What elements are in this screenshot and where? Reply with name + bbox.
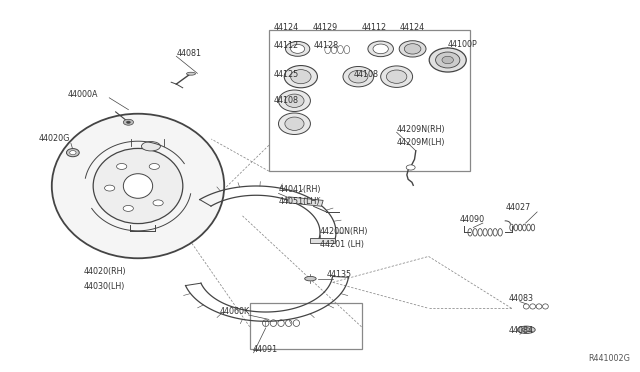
Text: 44112: 44112 [362,23,387,32]
Text: 44000A: 44000A [68,90,99,99]
Ellipse shape [368,41,394,57]
Text: 44030(LH): 44030(LH) [84,282,125,291]
Ellipse shape [93,148,183,224]
Text: 44060K: 44060K [220,307,250,316]
Ellipse shape [278,113,310,135]
Text: 44051(LH): 44051(LH) [278,198,320,206]
Bar [310,238,335,243]
Text: 44081: 44081 [176,49,202,58]
Bar [287,197,323,206]
Ellipse shape [522,328,531,332]
Text: 44091: 44091 [253,344,278,353]
Text: 44090: 44090 [460,215,484,224]
Text: 44100P: 44100P [448,40,477,49]
Circle shape [116,164,127,169]
Circle shape [406,165,415,170]
Circle shape [149,164,159,169]
Bar [250,303,362,349]
Ellipse shape [291,44,305,53]
Ellipse shape [517,326,535,334]
Text: 44084: 44084 [508,326,533,335]
Ellipse shape [387,70,407,83]
Ellipse shape [285,41,310,56]
Text: 44108: 44108 [354,70,379,78]
Ellipse shape [399,41,426,57]
Circle shape [104,185,115,191]
Text: 44124: 44124 [274,23,299,32]
Text: 44083: 44083 [508,294,533,303]
Text: 44135: 44135 [326,270,351,279]
Ellipse shape [285,117,304,131]
Ellipse shape [436,52,460,68]
Text: 44108: 44108 [274,96,299,105]
Bar [269,31,470,171]
Circle shape [123,205,133,211]
Text: 44209M(LH): 44209M(LH) [397,138,445,147]
Text: 44041(RH): 44041(RH) [278,185,321,194]
Text: 44128: 44128 [314,41,339,49]
Text: 44027: 44027 [505,203,531,212]
Ellipse shape [186,72,195,75]
Ellipse shape [373,44,388,54]
Ellipse shape [285,94,304,108]
Ellipse shape [404,44,421,54]
Ellipse shape [52,114,224,258]
Text: 44201 (LH): 44201 (LH) [320,240,364,249]
Circle shape [153,200,163,206]
Ellipse shape [305,276,316,281]
Text: 44020(RH): 44020(RH) [84,267,126,276]
Ellipse shape [429,48,467,72]
Ellipse shape [124,174,153,198]
Text: 44209N(RH): 44209N(RH) [397,125,445,134]
Ellipse shape [67,148,79,157]
Ellipse shape [141,142,161,151]
Text: 44112: 44112 [274,41,299,49]
Ellipse shape [349,70,368,83]
Ellipse shape [70,151,76,155]
Ellipse shape [381,66,413,87]
Ellipse shape [284,65,317,88]
Text: 44125: 44125 [274,70,300,78]
Ellipse shape [291,70,311,84]
Text: R441002G: R441002G [588,354,630,363]
Text: 44200N(RH): 44200N(RH) [320,227,369,236]
Circle shape [127,121,131,124]
Ellipse shape [278,90,310,112]
Text: 44020G: 44020G [39,134,70,143]
Ellipse shape [442,56,454,64]
Text: 44124: 44124 [400,23,425,32]
Circle shape [124,119,134,125]
Text: 44129: 44129 [312,23,337,32]
Ellipse shape [343,67,374,87]
